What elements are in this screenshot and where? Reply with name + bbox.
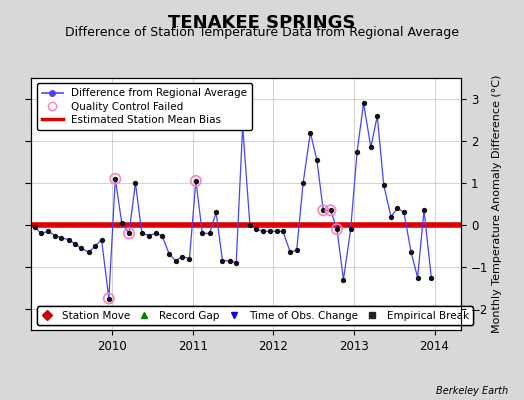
Point	[125, 230, 133, 237]
Point	[145, 232, 154, 239]
Point	[77, 245, 85, 251]
Point	[44, 228, 52, 234]
Point	[185, 255, 194, 262]
Point	[111, 176, 119, 182]
Point	[105, 295, 113, 302]
Point	[333, 226, 341, 232]
Point	[286, 249, 294, 256]
Point	[84, 249, 93, 256]
Point	[51, 232, 59, 239]
Point	[111, 176, 119, 182]
Point	[353, 148, 362, 155]
Point	[232, 260, 241, 266]
Point	[64, 236, 73, 243]
Point	[319, 207, 328, 214]
Point	[91, 243, 100, 249]
Point	[105, 295, 113, 302]
Point	[427, 274, 435, 281]
Point	[219, 258, 227, 264]
Point	[299, 180, 307, 186]
Point	[326, 207, 335, 214]
Point	[171, 258, 180, 264]
Point	[151, 230, 160, 237]
Point	[313, 157, 321, 163]
Point	[212, 209, 220, 216]
Point	[178, 253, 187, 260]
Point	[97, 236, 106, 243]
Point	[225, 258, 234, 264]
Point	[37, 230, 45, 237]
Point	[259, 228, 267, 234]
Point	[71, 241, 79, 247]
Point	[319, 207, 328, 214]
Point	[192, 178, 200, 184]
Point	[238, 123, 247, 130]
Point	[413, 274, 422, 281]
Point	[387, 214, 395, 220]
Point	[57, 234, 66, 241]
Point	[306, 130, 314, 136]
Point	[326, 207, 335, 214]
Point	[125, 230, 133, 237]
Point	[192, 178, 200, 184]
Point	[266, 228, 274, 234]
Text: Difference of Station Temperature Data from Regional Average: Difference of Station Temperature Data f…	[65, 26, 459, 39]
Point	[198, 230, 206, 237]
Y-axis label: Monthly Temperature Anomaly Difference (°C): Monthly Temperature Anomaly Difference (…	[493, 75, 503, 333]
Point	[346, 226, 355, 232]
Point	[373, 113, 381, 119]
Point	[117, 220, 126, 226]
Point	[407, 249, 416, 256]
Text: TENAKEE SPRINGS: TENAKEE SPRINGS	[168, 14, 356, 32]
Point	[393, 205, 401, 211]
Point	[252, 226, 260, 232]
Point	[205, 230, 214, 237]
Point	[30, 224, 39, 230]
Point	[246, 222, 254, 228]
Point	[158, 232, 166, 239]
Point	[131, 180, 139, 186]
Point	[367, 144, 375, 150]
Point	[359, 100, 368, 106]
Point	[138, 230, 146, 237]
Point	[165, 251, 173, 258]
Point	[339, 276, 347, 283]
Point	[279, 228, 287, 234]
Point	[420, 207, 428, 214]
Legend: Station Move, Record Gap, Time of Obs. Change, Empirical Break: Station Move, Record Gap, Time of Obs. C…	[37, 306, 473, 325]
Point	[272, 228, 281, 234]
Text: Berkeley Earth: Berkeley Earth	[436, 386, 508, 396]
Point	[379, 182, 388, 188]
Point	[333, 226, 341, 232]
Point	[400, 209, 408, 216]
Point	[292, 247, 301, 254]
